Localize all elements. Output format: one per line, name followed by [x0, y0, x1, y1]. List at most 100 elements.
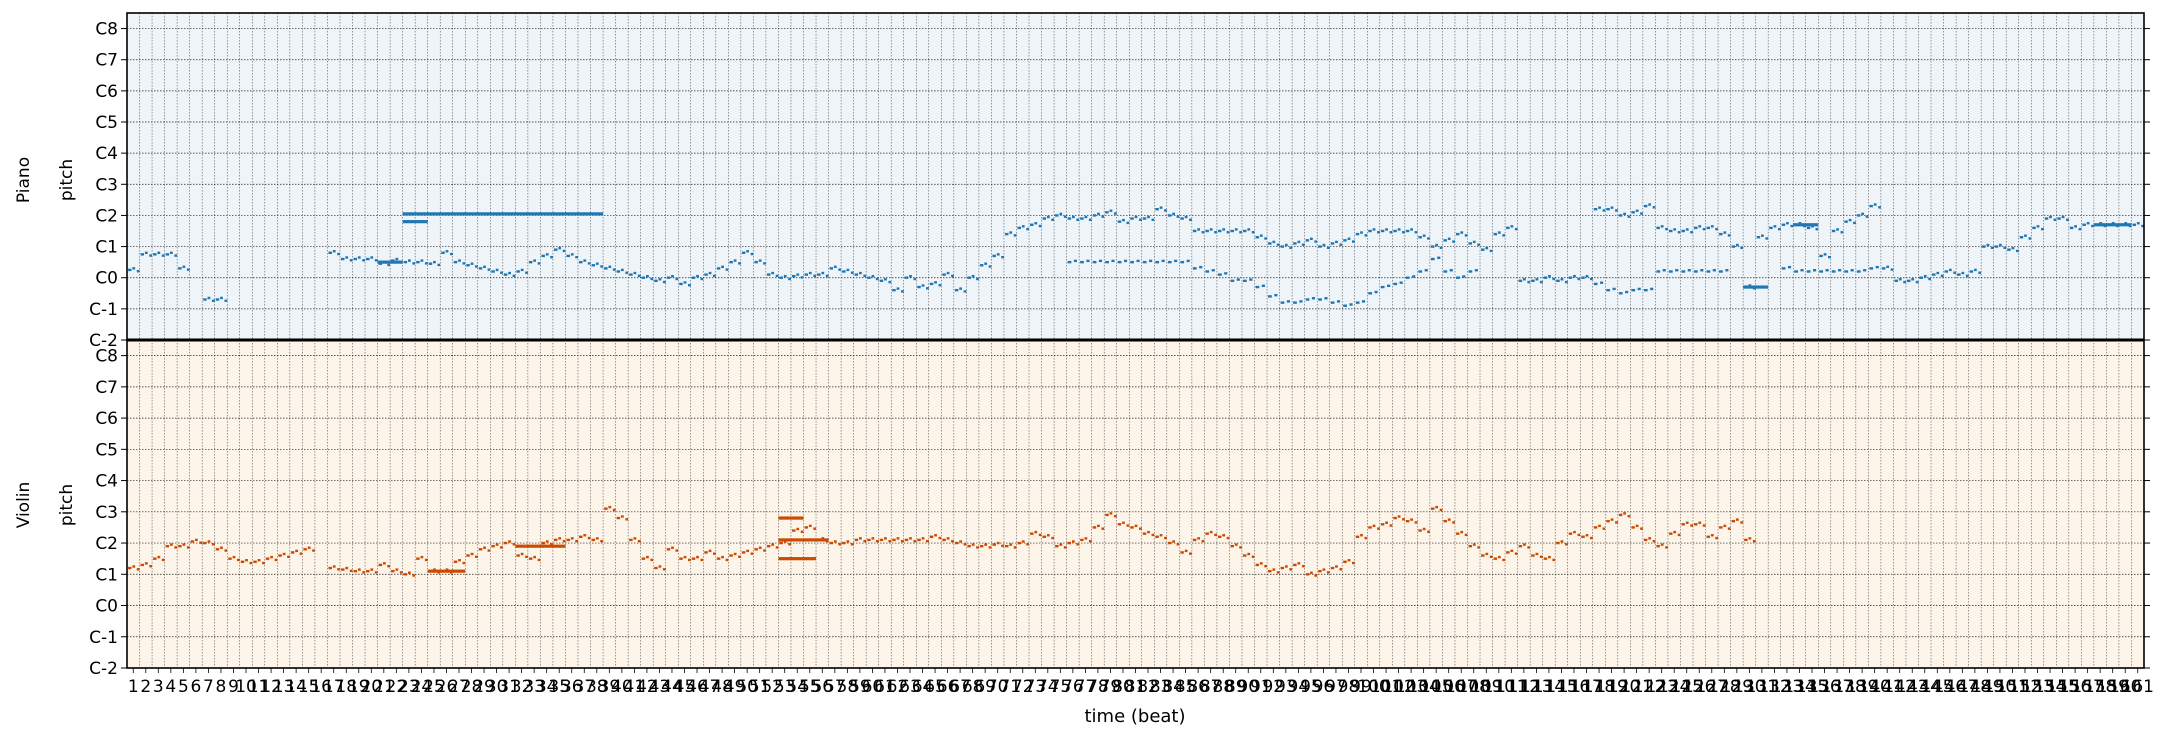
note [1385, 521, 1388, 524]
note [190, 540, 195, 543]
note [1577, 533, 1581, 537]
note [859, 537, 862, 540]
note [1631, 288, 1636, 292]
note [1815, 227, 1819, 231]
note [863, 274, 867, 278]
beat-tick-label: 147 [1946, 677, 1978, 697]
note [1418, 529, 1422, 532]
note [854, 273, 859, 276]
beat-tick-label: 13 [273, 677, 295, 697]
note [1643, 538, 1648, 542]
beat-tick-label: 77 [1075, 677, 1097, 697]
pitch-tick-label: C6 [95, 409, 118, 429]
note [904, 538, 909, 542]
note [1878, 206, 1881, 209]
note [1418, 270, 1423, 273]
note [1139, 218, 1142, 221]
pitch-tick-label: C4 [95, 144, 118, 164]
note [570, 537, 574, 540]
note [783, 274, 787, 278]
note [696, 274, 699, 278]
note [1765, 237, 1769, 240]
beat-tick-label: 1 [128, 677, 139, 697]
note [290, 551, 295, 554]
note [1113, 514, 1117, 518]
note [1447, 237, 1451, 240]
note [1522, 543, 1526, 546]
note [2061, 215, 2065, 219]
note [161, 558, 165, 562]
pitch-tick-label: C6 [95, 82, 118, 102]
beat-tick-label: 6 [190, 677, 201, 697]
beat-tick-label: 145 [1921, 677, 1953, 697]
note [620, 515, 624, 518]
note [533, 555, 537, 559]
note [453, 560, 458, 563]
note [545, 540, 549, 543]
note [1690, 231, 1693, 234]
note [395, 568, 399, 571]
beat-tick-label: 31 [498, 677, 520, 697]
note [1548, 555, 1551, 559]
note [733, 259, 737, 262]
note [1514, 227, 1518, 231]
note [1800, 269, 1804, 272]
note [2003, 246, 2007, 250]
beat-tick-label: 111 [1495, 677, 1527, 697]
note [1838, 269, 1842, 272]
note [1443, 239, 1447, 242]
note [299, 552, 303, 555]
note [1600, 281, 1604, 284]
note [1610, 206, 1614, 209]
note [800, 530, 804, 534]
note [1668, 270, 1673, 273]
note [879, 279, 884, 283]
note [1564, 543, 1568, 546]
note [1656, 544, 1660, 548]
note [1226, 536, 1230, 540]
note [1756, 236, 1761, 239]
note [595, 262, 599, 265]
note [1430, 245, 1435, 248]
note [1117, 523, 1122, 526]
note [1239, 231, 1242, 234]
note [562, 249, 566, 253]
note [382, 562, 386, 565]
beat-tick-label: 108 [1458, 677, 1490, 697]
violin-notes [128, 505, 1756, 577]
note [1439, 508, 1443, 512]
note [1397, 515, 1401, 518]
note [1247, 228, 1251, 231]
note [1531, 554, 1535, 557]
beat-tick-label: 8 [216, 677, 227, 697]
beat-tick-label: 119 [1595, 677, 1627, 697]
note [1700, 269, 1704, 272]
note [729, 554, 733, 557]
beat-tick-label: 134 [1783, 677, 1815, 697]
note [625, 518, 629, 521]
note [458, 559, 461, 562]
note [1715, 536, 1719, 540]
note [833, 265, 837, 269]
note [1715, 227, 1719, 231]
note [1449, 269, 1453, 272]
note [1217, 273, 1222, 276]
pitch-tick-label: C-2 [89, 331, 118, 351]
note [1506, 551, 1510, 554]
note [207, 540, 211, 543]
note [979, 544, 984, 548]
beat-tick-label: 73 [1024, 677, 1046, 697]
note [1973, 268, 1977, 272]
note [1159, 206, 1163, 209]
beat-tick-label: 39 [599, 677, 621, 697]
beat-tick-label: 58 [837, 677, 859, 697]
note [1460, 231, 1464, 234]
note [132, 565, 136, 568]
note [412, 574, 416, 577]
note [671, 546, 674, 549]
note [646, 555, 649, 559]
beat-tick-label: 63 [899, 677, 921, 697]
note [1026, 227, 1030, 231]
note [470, 552, 474, 556]
note [1167, 214, 1172, 217]
